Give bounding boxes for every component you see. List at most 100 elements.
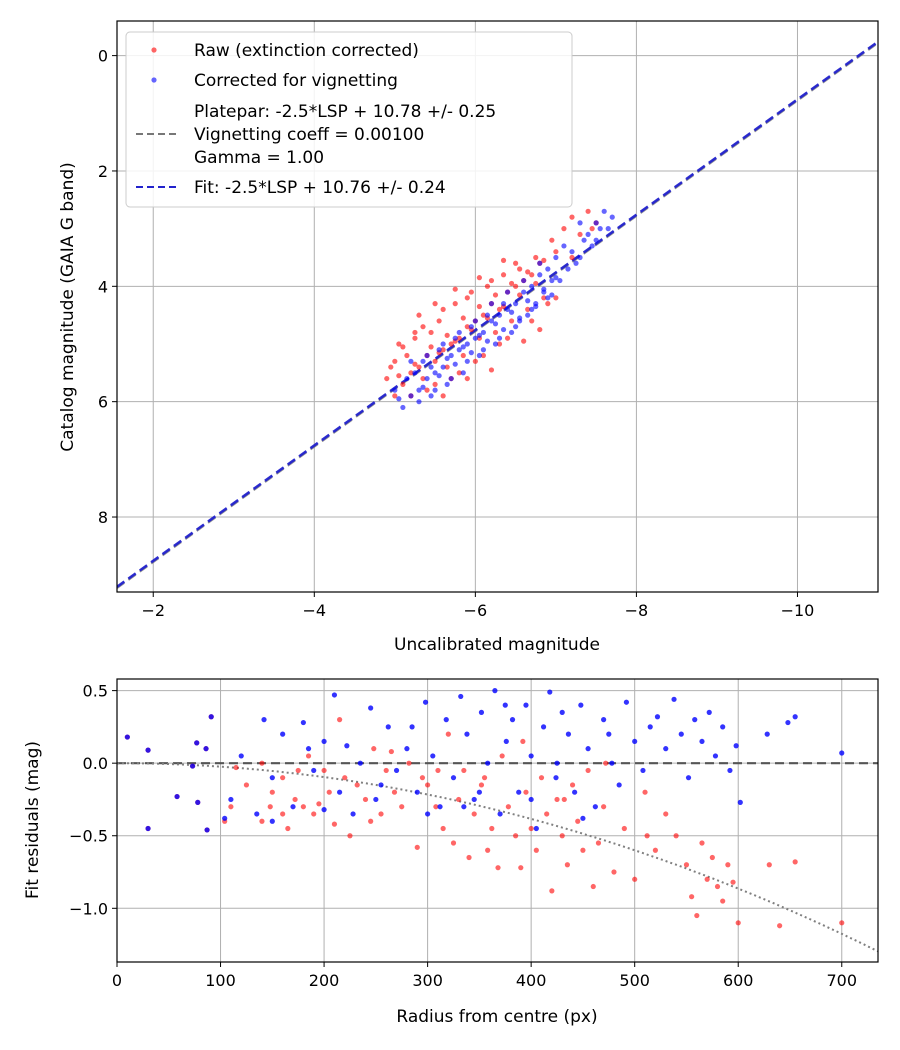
raw-residual-point bbox=[528, 825, 534, 832]
corrected-point bbox=[408, 393, 414, 399]
raw-point bbox=[460, 352, 466, 359]
raw-residual-point bbox=[419, 775, 426, 781]
raw-point bbox=[480, 352, 487, 359]
raw-residual-point bbox=[714, 883, 721, 890]
corrected-residual-point bbox=[254, 811, 260, 817]
raw-point bbox=[517, 266, 523, 272]
bottom-x-axis-ticks: 0 100 200 300 400 500 600 700 bbox=[112, 962, 857, 990]
raw-point bbox=[553, 295, 559, 301]
corrected-residual-point bbox=[194, 740, 200, 746]
raw-residual-point bbox=[621, 825, 627, 832]
corrected-point bbox=[577, 254, 583, 261]
corrected-residual-point bbox=[492, 688, 498, 694]
raw-residual-point bbox=[354, 782, 360, 788]
corrected-residual-point bbox=[699, 738, 705, 745]
raw-point bbox=[428, 344, 434, 350]
corrected-residual-point bbox=[124, 734, 130, 740]
corrected-point bbox=[456, 329, 462, 336]
legend-platepar-label-line1: Platepar: -2.5*LSP + 10.78 +/- 0.25 bbox=[194, 102, 496, 122]
corrected-point bbox=[420, 358, 426, 364]
corrected-point bbox=[525, 298, 531, 304]
raw-residual-point bbox=[406, 760, 412, 766]
corrected-residual-point bbox=[458, 693, 464, 700]
raw-residual-point bbox=[694, 912, 700, 919]
corrected-point bbox=[488, 318, 495, 324]
raw-point bbox=[408, 370, 414, 376]
raw-residual-point bbox=[601, 804, 607, 810]
corrected-point bbox=[525, 312, 531, 318]
raw-point bbox=[585, 208, 591, 214]
raw-residual-point bbox=[513, 833, 519, 839]
corrected-residual-point bbox=[528, 753, 534, 759]
raw-residual-point bbox=[269, 789, 275, 795]
raw-residual-point bbox=[580, 847, 586, 853]
corrected-residual-point bbox=[222, 815, 228, 821]
corrected-point bbox=[440, 341, 446, 347]
corrected-point bbox=[565, 266, 571, 272]
corrected-residual-point bbox=[478, 709, 485, 715]
raw-residual-point bbox=[445, 731, 451, 737]
legend: Raw (extinction corrected) Corrected for… bbox=[125, 31, 573, 208]
raw-point bbox=[396, 341, 402, 347]
corrected-point bbox=[448, 375, 454, 382]
raw-point bbox=[448, 341, 454, 347]
legend-corrected-label: Corrected for vignetting bbox=[194, 71, 398, 91]
corrected-residual-point bbox=[792, 714, 798, 720]
corrected-point bbox=[436, 347, 442, 353]
corrected-residual-point bbox=[516, 789, 522, 795]
corrected-residual-point bbox=[647, 724, 653, 730]
raw-residual-point bbox=[280, 811, 286, 817]
raw-residual-point bbox=[481, 775, 488, 781]
corrected-residual-point bbox=[261, 717, 267, 723]
corrected-residual-point bbox=[712, 753, 719, 759]
raw-point bbox=[549, 237, 555, 243]
raw-residual-point bbox=[499, 753, 505, 759]
top-x-tick-label: −10 bbox=[781, 601, 815, 620]
bottom-x-tick-label: 200 bbox=[309, 971, 340, 990]
raw-residual-point bbox=[435, 767, 441, 774]
raw-residual-point bbox=[575, 818, 581, 824]
corrected-residual-point bbox=[437, 804, 443, 810]
residuals-chart: 0 100 200 300 400 500 600 700 0.5 0.0 −0.5 −1.0 Ra… bbox=[23, 678, 879, 1027]
raw-point bbox=[488, 277, 495, 284]
raw-residual-point bbox=[554, 796, 560, 803]
raw-point bbox=[508, 280, 515, 287]
corrected-point bbox=[553, 275, 559, 281]
raw-residual-point bbox=[311, 811, 317, 817]
raw-residual-point bbox=[331, 821, 338, 827]
corrected-point bbox=[392, 387, 398, 393]
bottom-y-tick-label: −1.0 bbox=[69, 899, 108, 918]
bottom-scatter-points bbox=[124, 688, 845, 929]
corrected-residual-point bbox=[344, 743, 350, 749]
bottom-plot-frame bbox=[116, 678, 879, 963]
corrected-residual-point bbox=[606, 731, 612, 737]
corrected-point bbox=[472, 335, 478, 341]
corrected-point bbox=[476, 352, 482, 359]
corrected-point bbox=[412, 370, 418, 376]
raw-point bbox=[496, 306, 503, 312]
raw-point bbox=[392, 393, 398, 399]
raw-residual-point bbox=[259, 760, 265, 766]
corrected-point bbox=[593, 220, 599, 226]
corrected-point bbox=[480, 329, 487, 336]
top-x-tick-label: −8 bbox=[625, 601, 649, 620]
corrected-residual-point bbox=[430, 753, 436, 759]
bottom-x-tick-label: 400 bbox=[516, 971, 547, 990]
raw-point bbox=[488, 367, 495, 373]
raw-residual-point bbox=[505, 804, 511, 810]
raw-point bbox=[412, 361, 418, 367]
raw-point bbox=[428, 329, 434, 336]
raw-point bbox=[396, 373, 402, 379]
corrected-point bbox=[492, 321, 499, 327]
corrected-point bbox=[468, 324, 474, 330]
raw-residual-point bbox=[425, 782, 431, 788]
raw-residual-point bbox=[720, 898, 726, 904]
raw-residual-point bbox=[792, 859, 798, 865]
corrected-point bbox=[416, 399, 422, 405]
corrected-residual-point bbox=[727, 767, 733, 774]
corrected-residual-point bbox=[321, 807, 327, 813]
corrected-residual-point bbox=[733, 743, 739, 749]
raw-point bbox=[541, 295, 547, 301]
raw-point bbox=[400, 344, 406, 350]
raw-point bbox=[436, 318, 442, 324]
